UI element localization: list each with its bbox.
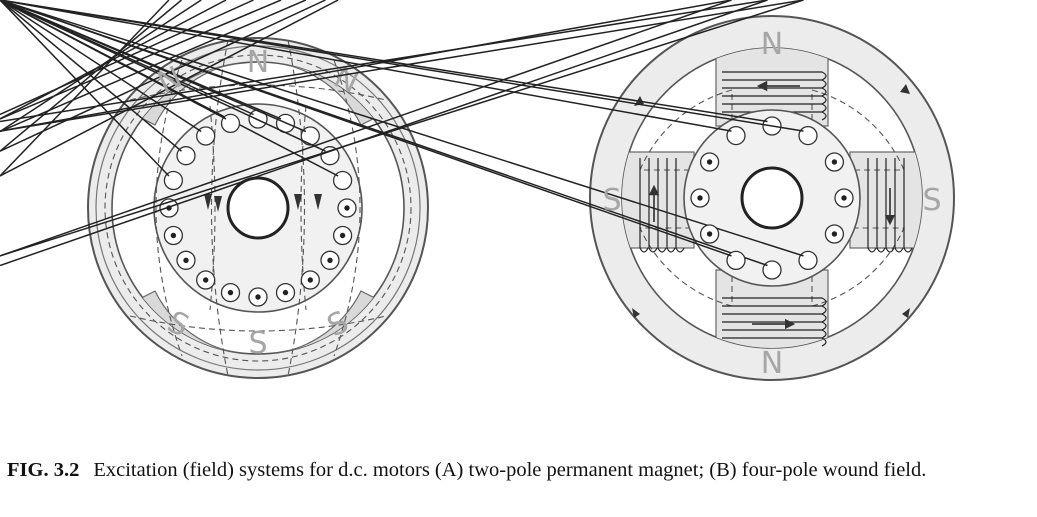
conductor-dot bbox=[824, 152, 845, 172]
shaft bbox=[226, 176, 290, 240]
pole-label-n: N bbox=[761, 27, 783, 62]
conductor-cross bbox=[0, 0, 746, 146]
conductor-dot bbox=[248, 287, 268, 307]
figure-caption: FIG. 3.2 Excitation (field) systems for d… bbox=[7, 456, 1027, 484]
shaft bbox=[740, 166, 804, 230]
caption-text: Excitation (field) systems for d.c. moto… bbox=[93, 459, 927, 481]
pole-label-n: N bbox=[247, 45, 269, 80]
conductor-dot bbox=[320, 250, 340, 270]
pole-label-s: S bbox=[248, 326, 267, 361]
conductor-dot bbox=[300, 270, 320, 290]
conductor-cross bbox=[0, 0, 746, 271]
pole-label-s: S bbox=[922, 183, 941, 218]
conductor-cross bbox=[0, 0, 340, 166]
pole-label-n: N bbox=[761, 346, 783, 381]
south-magnet bbox=[112, 290, 404, 354]
conductor-dot bbox=[275, 282, 296, 303]
conductor-dot bbox=[220, 282, 241, 303]
conductor-dot bbox=[834, 188, 854, 208]
conductor-dot bbox=[699, 224, 720, 244]
conductor-dot bbox=[337, 198, 357, 218]
four-pole-wound-field-motor: N S S N (B) bbox=[0, 0, 955, 381]
conductor-cross bbox=[0, 0, 818, 271]
conductor-dot bbox=[699, 152, 720, 172]
conductor-cross bbox=[0, 0, 184, 191]
conductor-cross bbox=[0, 0, 241, 134]
field-coils bbox=[639, 71, 913, 347]
pole-label-s: S bbox=[602, 183, 621, 218]
conductor-dot bbox=[332, 225, 353, 246]
conductor-dot bbox=[176, 250, 196, 270]
conductor-dot bbox=[824, 224, 845, 244]
armature-conductors bbox=[0, 0, 854, 280]
two-pole-permanent-magnet-motor: N N N S S S (A) bbox=[0, 0, 429, 379]
conductor-dot bbox=[690, 188, 710, 208]
figure-number: FIG. 3.2 bbox=[7, 459, 80, 481]
figure-diagram: N N N S S S (A) bbox=[0, 0, 955, 381]
flux-lines bbox=[104, 39, 412, 377]
north-magnet bbox=[112, 62, 404, 126]
conductor-dot bbox=[163, 225, 184, 246]
conductor-dot bbox=[196, 270, 216, 290]
